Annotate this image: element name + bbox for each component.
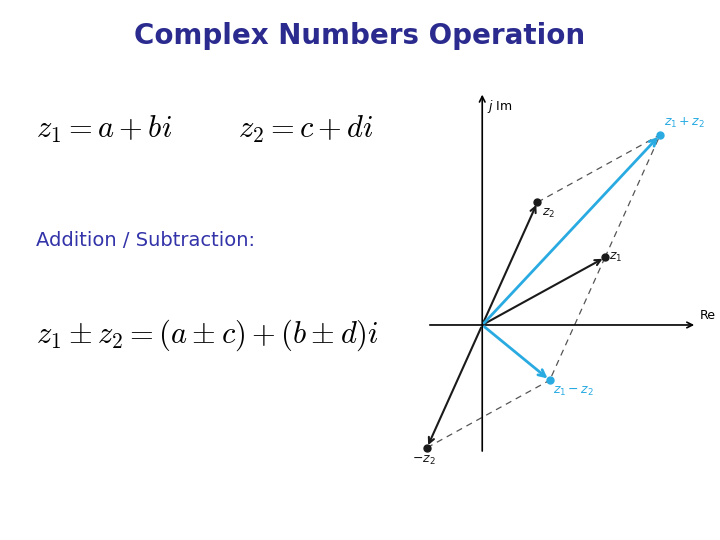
Text: $z_2 = c + di$: $z_2 = c + di$ <box>238 114 374 145</box>
Text: $z_1-z_2$: $z_1-z_2$ <box>554 385 595 398</box>
Text: $z_1+z_2$: $z_1+z_2$ <box>664 116 705 130</box>
Text: $z_1 = a + bi$: $z_1 = a + bi$ <box>36 114 172 145</box>
Text: Re: Re <box>700 309 716 322</box>
Text: $z_2$: $z_2$ <box>541 207 555 220</box>
Text: $j$ Im: $j$ Im <box>487 98 512 115</box>
Text: Addition / Subtraction:: Addition / Subtraction: <box>36 231 255 250</box>
Text: $z_1 \pm z_2 = (a \pm c) + (b \pm d)i$: $z_1 \pm z_2 = (a \pm c) + (b \pm d)i$ <box>36 317 379 353</box>
Text: Complex Numbers Operation: Complex Numbers Operation <box>135 22 585 50</box>
Text: $-z_2$: $-z_2$ <box>412 454 436 467</box>
Text: $z_1$: $z_1$ <box>609 251 623 264</box>
